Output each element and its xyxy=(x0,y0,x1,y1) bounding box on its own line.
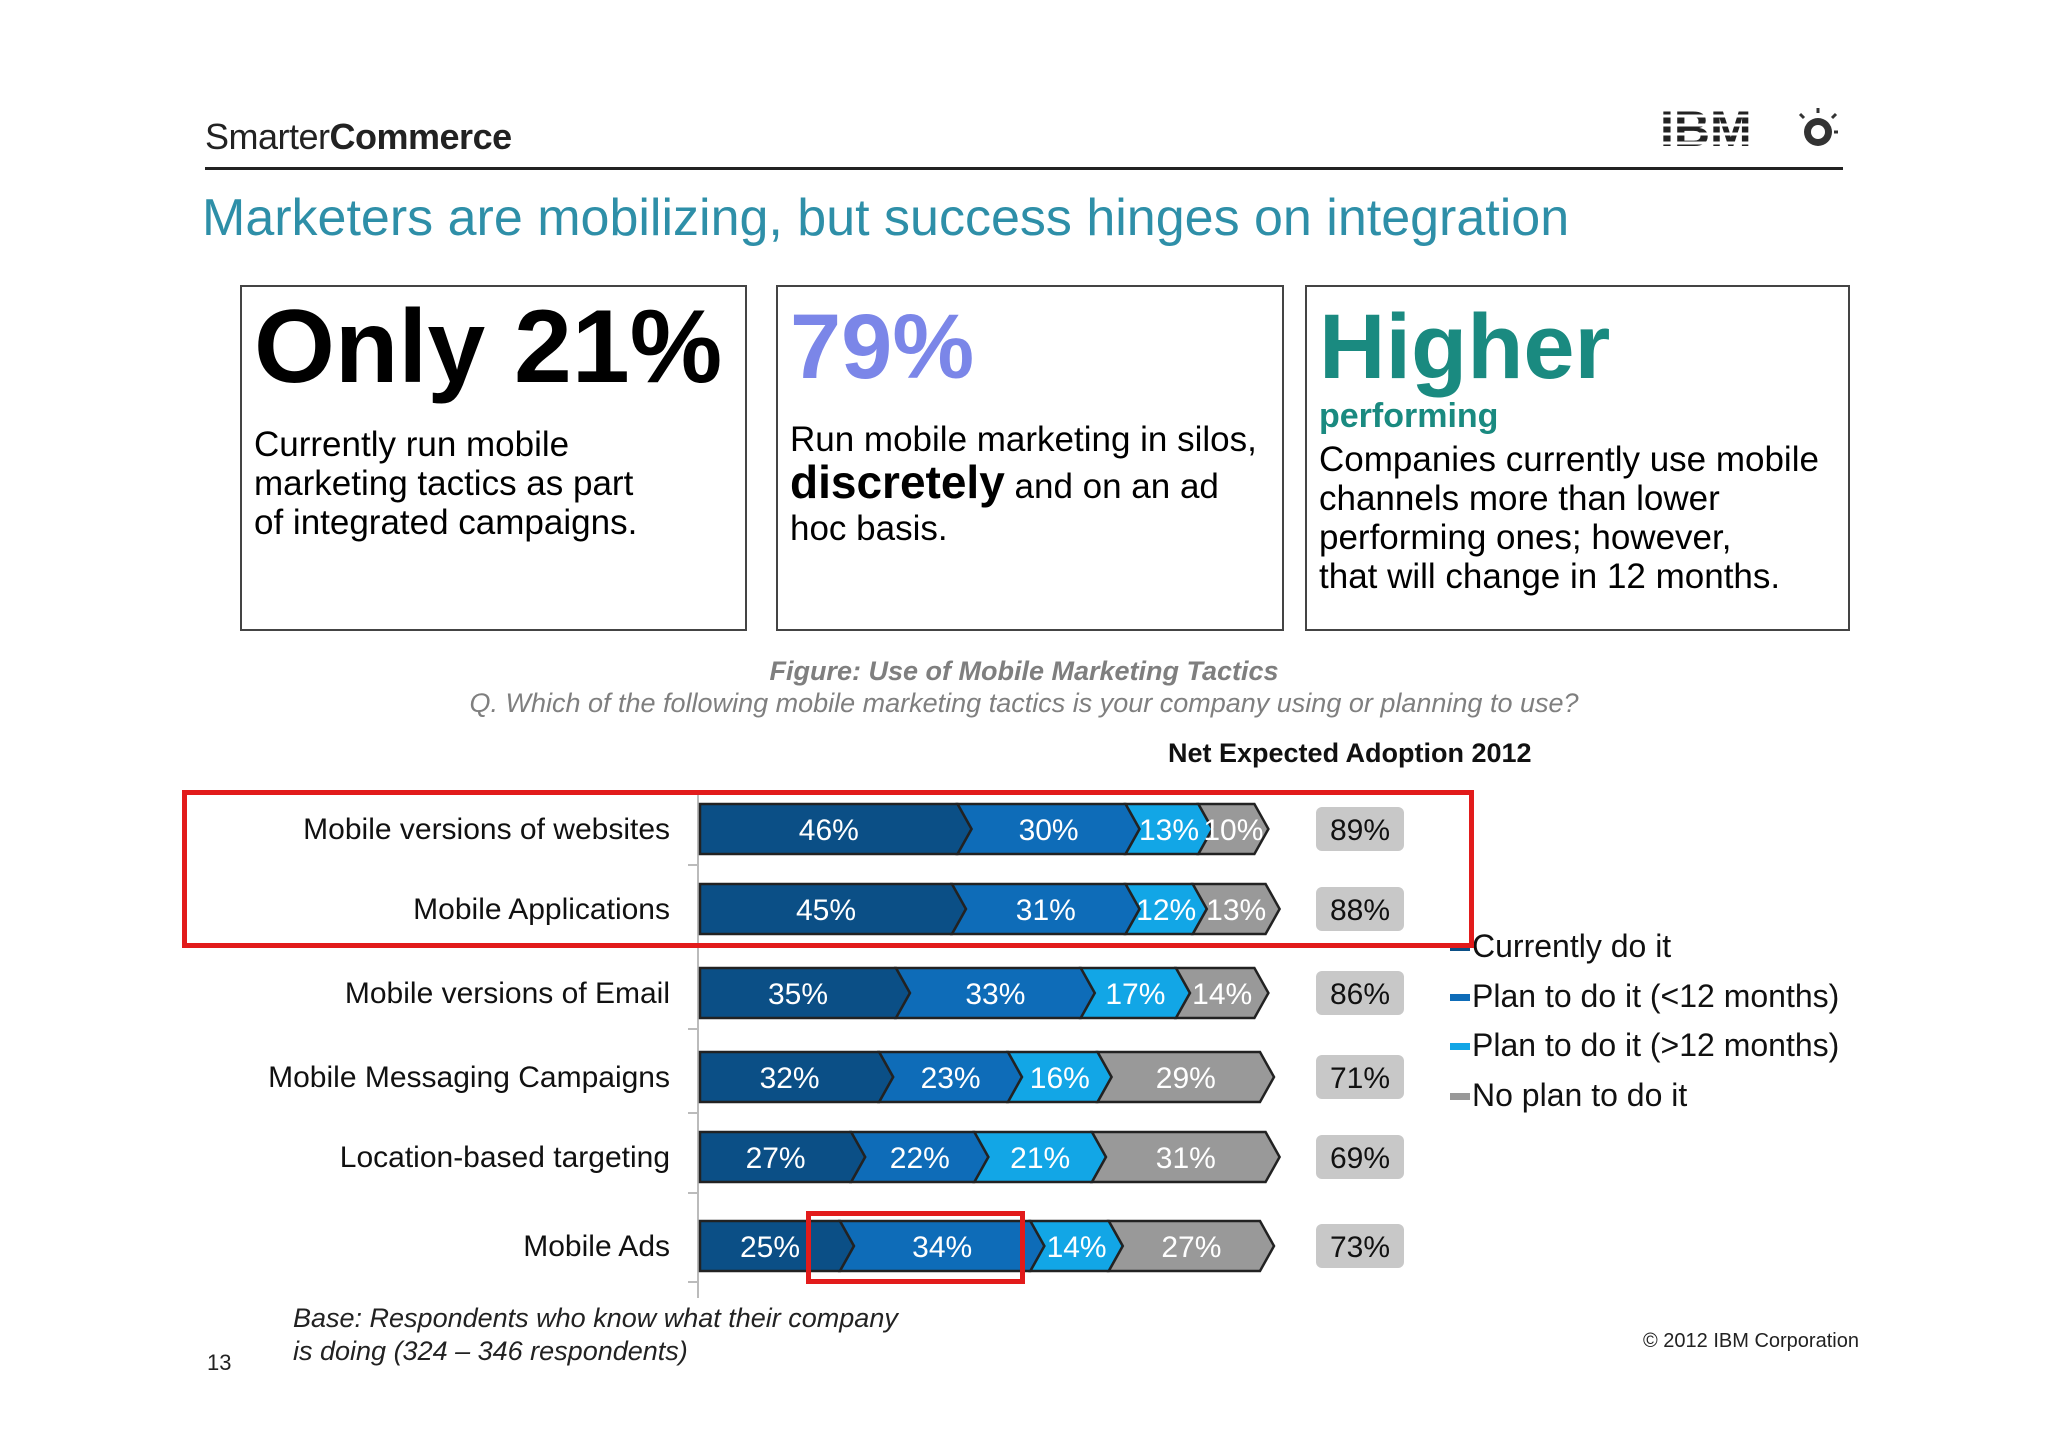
card-line: channels more than lower xyxy=(1319,479,1720,518)
category-label: Mobile Messaging Campaigns xyxy=(268,1061,670,1094)
bar-value-label: 30% xyxy=(1019,814,1079,847)
bar-value-label: 16% xyxy=(1030,1062,1090,1095)
net-adoption-value: 73% xyxy=(1330,1231,1390,1264)
net-adoption-value: 71% xyxy=(1330,1062,1390,1095)
legend-label: No plan to do it xyxy=(1472,1077,1688,1113)
bar-value-label: 10% xyxy=(1203,814,1263,847)
card-line: of integrated campaigns. xyxy=(254,503,638,542)
card-body-bold: discretely xyxy=(790,456,1005,508)
bar-value-label: 31% xyxy=(1016,894,1076,927)
bar-value-label: 17% xyxy=(1105,978,1165,1011)
stat-card-integrated: Only 21% Currently run mobile marketing … xyxy=(240,285,747,631)
bar-value-label: 13% xyxy=(1139,814,1199,847)
legend-swatch xyxy=(1450,994,1470,1001)
ibm-logo: IBM xyxy=(1660,104,1838,156)
category-label: Mobile versions of websites xyxy=(303,813,670,846)
card-headline: Only 21% xyxy=(254,289,723,405)
card-headline: 79% xyxy=(790,296,975,398)
bar-segment xyxy=(1173,966,1270,1020)
net-adoption-box xyxy=(1316,887,1404,931)
card-body: Run mobile marketing in silos, discretel… xyxy=(790,419,1260,550)
legend-label: Currently do it xyxy=(1472,928,1672,964)
base-note-line: is doing (324 – 346 respondents) xyxy=(293,1336,688,1366)
legend-swatch xyxy=(1450,1043,1470,1050)
chart-subtitle: Q. Which of the following mobile marketi… xyxy=(469,688,1579,718)
bar-segment xyxy=(1190,882,1282,936)
card-line: Currently run mobile xyxy=(254,425,570,464)
net-adoption-box xyxy=(1316,1135,1404,1179)
net-adoption-box xyxy=(1316,971,1404,1015)
legend-item-currently: Currently do it xyxy=(1450,928,1672,965)
card-line: that will change in 12 months. xyxy=(1319,557,1781,596)
card-body: Companies currently use mobile channels … xyxy=(1319,440,1836,596)
category-label: Location-based targeting xyxy=(340,1141,670,1174)
bar-value-label: 35% xyxy=(768,978,828,1011)
ibm-logo-text: IBM xyxy=(1660,104,1752,156)
bar-value-label: 32% xyxy=(760,1062,820,1095)
net-adoption-value: 89% xyxy=(1330,814,1390,847)
brand-bold: Commerce xyxy=(329,116,513,157)
bar-value-label: 12% xyxy=(1136,894,1196,927)
highlight-box-mobile-ads xyxy=(806,1211,1025,1284)
card-body-post: and on an ad hoc basis. xyxy=(790,467,1219,548)
stat-card-silos: 79% Run mobile marketing in silos, discr… xyxy=(776,285,1284,631)
header-rule xyxy=(205,167,1843,170)
category-label: Mobile Applications xyxy=(413,893,670,926)
bar-value-label: 45% xyxy=(796,894,856,927)
category-label: Mobile versions of Email xyxy=(345,977,670,1010)
bar-value-label: 25% xyxy=(740,1231,800,1264)
net-adoption-value: 86% xyxy=(1330,978,1390,1011)
category-label: Mobile Ads xyxy=(523,1230,670,1263)
chart-title: Figure: Use of Mobile Marketing Tactics xyxy=(769,656,1279,686)
bar-value-label: 27% xyxy=(1161,1231,1221,1264)
stat-card-higher: Higher performing Companies currently us… xyxy=(1305,285,1850,631)
bar-segment xyxy=(1196,802,1270,856)
bar-value-label: 33% xyxy=(965,978,1025,1011)
card-line: marketing tactics as part xyxy=(254,464,634,503)
card-body: Currently run mobile marketing tactics a… xyxy=(254,425,733,542)
net-adoption-box xyxy=(1316,807,1404,851)
card-headline: Higher xyxy=(1319,296,1611,398)
card-line: Companies currently use mobile xyxy=(1319,440,1819,479)
base-note-line: Base: Respondents who know what their co… xyxy=(293,1303,898,1333)
bar-value-label: 23% xyxy=(921,1062,981,1095)
net-adoption-header: Net Expected Adoption 2012 xyxy=(1168,738,1532,768)
legend-swatch xyxy=(1450,1093,1470,1100)
bar-segment xyxy=(1106,1219,1276,1273)
page-title: Marketers are mobilizing, but success hi… xyxy=(202,189,1570,247)
net-adoption-box xyxy=(1316,1224,1404,1268)
net-adoption-box xyxy=(1316,1055,1404,1099)
legend-label: Plan to do it (<12 months) xyxy=(1472,978,1840,1014)
copyright: © 2012 IBM Corporation xyxy=(1643,1330,1859,1352)
bar-value-label: 29% xyxy=(1156,1062,1216,1095)
bar-value-label: 22% xyxy=(890,1142,950,1175)
bar-segment xyxy=(1095,1050,1276,1104)
legend-label: Plan to do it (>12 months) xyxy=(1472,1027,1840,1063)
legend-item-plan-gt12: Plan to do it (>12 months) xyxy=(1450,1027,1840,1064)
bar-segment xyxy=(1089,1130,1282,1184)
brand-wordmark: SmarterCommerce xyxy=(205,116,512,158)
bar-value-label: 21% xyxy=(1010,1142,1070,1175)
bar-value-label: 13% xyxy=(1206,894,1266,927)
bar-value-label: 14% xyxy=(1192,978,1252,1011)
bar-value-label: 31% xyxy=(1156,1142,1216,1175)
bar-value-label: 34% xyxy=(912,1231,972,1264)
brand-light: Smarter xyxy=(205,116,330,157)
net-adoption-value: 88% xyxy=(1330,894,1390,927)
legend-item-no-plan: No plan to do it xyxy=(1450,1077,1688,1114)
card-line: performing ones; however, xyxy=(1319,518,1732,557)
card-subhead: performing xyxy=(1319,397,1499,435)
net-adoption-value: 69% xyxy=(1330,1142,1390,1175)
card-body-pre: Run mobile marketing in silos, xyxy=(790,420,1257,459)
base-note: Base: Respondents who know what their co… xyxy=(293,1302,898,1368)
highlight-box-top-rows xyxy=(182,790,1474,948)
legend-item-plan-lt12: Plan to do it (<12 months) xyxy=(1450,978,1840,1015)
bar-value-label: 27% xyxy=(746,1142,806,1175)
bar-value-label: 14% xyxy=(1047,1231,1107,1264)
bar-value-label: 46% xyxy=(799,814,859,847)
page-number: 13 xyxy=(207,1350,232,1375)
